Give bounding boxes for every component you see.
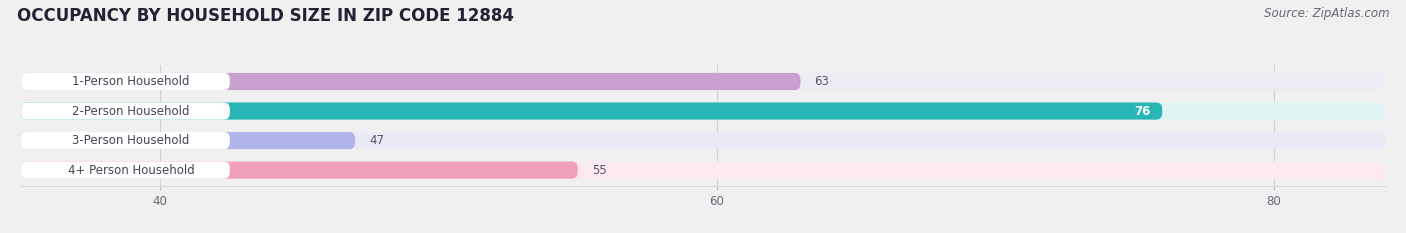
Text: OCCUPANCY BY HOUSEHOLD SIZE IN ZIP CODE 12884: OCCUPANCY BY HOUSEHOLD SIZE IN ZIP CODE … [17, 7, 513, 25]
Text: 4+ Person Household: 4+ Person Household [67, 164, 194, 177]
FancyBboxPatch shape [21, 73, 229, 90]
FancyBboxPatch shape [21, 161, 578, 179]
Text: 2-Person Household: 2-Person Household [72, 105, 190, 117]
FancyBboxPatch shape [21, 103, 229, 120]
Text: 63: 63 [814, 75, 830, 88]
FancyBboxPatch shape [21, 132, 229, 149]
FancyBboxPatch shape [21, 161, 229, 179]
Text: Source: ZipAtlas.com: Source: ZipAtlas.com [1264, 7, 1389, 20]
Text: 3-Person Household: 3-Person Household [72, 134, 190, 147]
FancyBboxPatch shape [21, 103, 1385, 120]
FancyBboxPatch shape [21, 103, 1163, 120]
FancyBboxPatch shape [21, 73, 1385, 90]
Text: 55: 55 [592, 164, 606, 177]
FancyBboxPatch shape [21, 73, 800, 90]
FancyBboxPatch shape [21, 161, 1385, 179]
Text: 47: 47 [368, 134, 384, 147]
FancyBboxPatch shape [21, 132, 1385, 149]
Text: 76: 76 [1135, 105, 1152, 117]
Text: 1-Person Household: 1-Person Household [72, 75, 190, 88]
FancyBboxPatch shape [21, 132, 356, 149]
